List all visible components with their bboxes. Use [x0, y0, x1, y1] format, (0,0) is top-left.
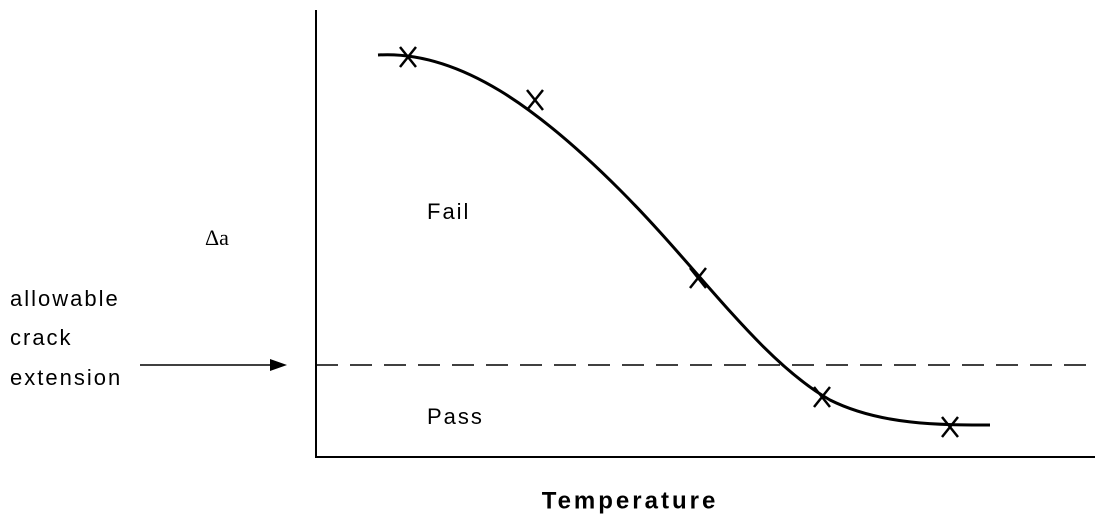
curve: [377, 53, 991, 427]
marker: [813, 386, 831, 408]
threshold-label: extension: [10, 365, 122, 390]
pass-label: Pass: [427, 404, 484, 429]
marker: [689, 267, 707, 289]
markers: [399, 46, 959, 438]
fail-label: Fail: [427, 199, 470, 224]
threshold-label: crack: [10, 325, 73, 350]
threshold-label: allowable: [10, 286, 120, 311]
marker: [399, 46, 417, 68]
marker: [526, 89, 544, 111]
arrow-head: [270, 359, 287, 371]
marker: [941, 416, 959, 438]
x-axis-label: Temperature: [542, 487, 719, 514]
y-axis-label: Δa: [205, 225, 229, 250]
